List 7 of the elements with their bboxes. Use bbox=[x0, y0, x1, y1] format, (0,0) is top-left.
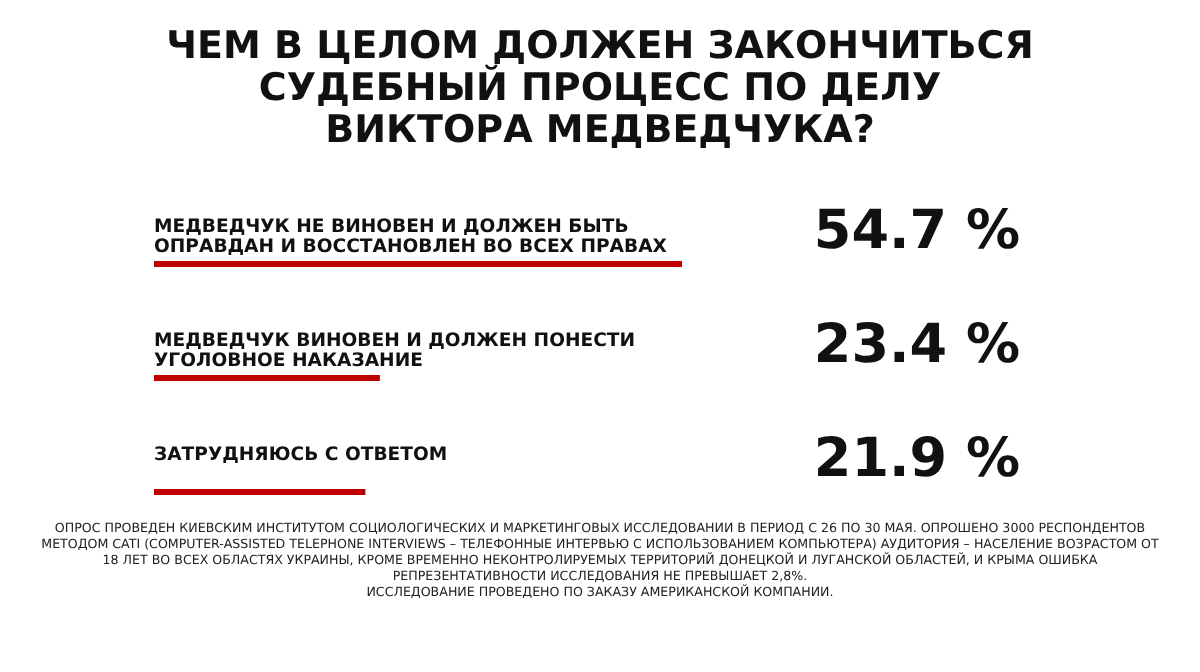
y-tick-label: ЗАТРУДНЯЮСЬ С ОТВЕТОМ bbox=[154, 443, 448, 466]
data-label: 23.4 % bbox=[813, 314, 1020, 376]
y-tick-label: МЕДВЕДЧУК ВИНОВЕН И ДОЛЖЕН ПОНЕСТИ УГОЛОВНОЕ НАКАЗАНИЕ bbox=[154, 330, 636, 372]
data-label: 54.7 % bbox=[813, 200, 1020, 263]
y-tick-label: МЕДВЕДЧУК НЕ ВИНОВЕН И ДОЛЖЕН БЫТЬ ОПРАВДАН И ВОССТАНОВЛЕН ВО ВСЕХ ПРАВАХ bbox=[154, 216, 667, 259]
data-label: 21.9 % bbox=[813, 427, 1020, 490]
chart-title: ЧЕМ В ЦЕЛОМ ДОЛЖЕН ЗАКОНЧИТЬСЯ СУДЕБНЫЙ ПРОЦЕСС ПО ДЕЛУ ВИКТОРА МЕДВЕДЧУКА? bbox=[166, 24, 1034, 152]
